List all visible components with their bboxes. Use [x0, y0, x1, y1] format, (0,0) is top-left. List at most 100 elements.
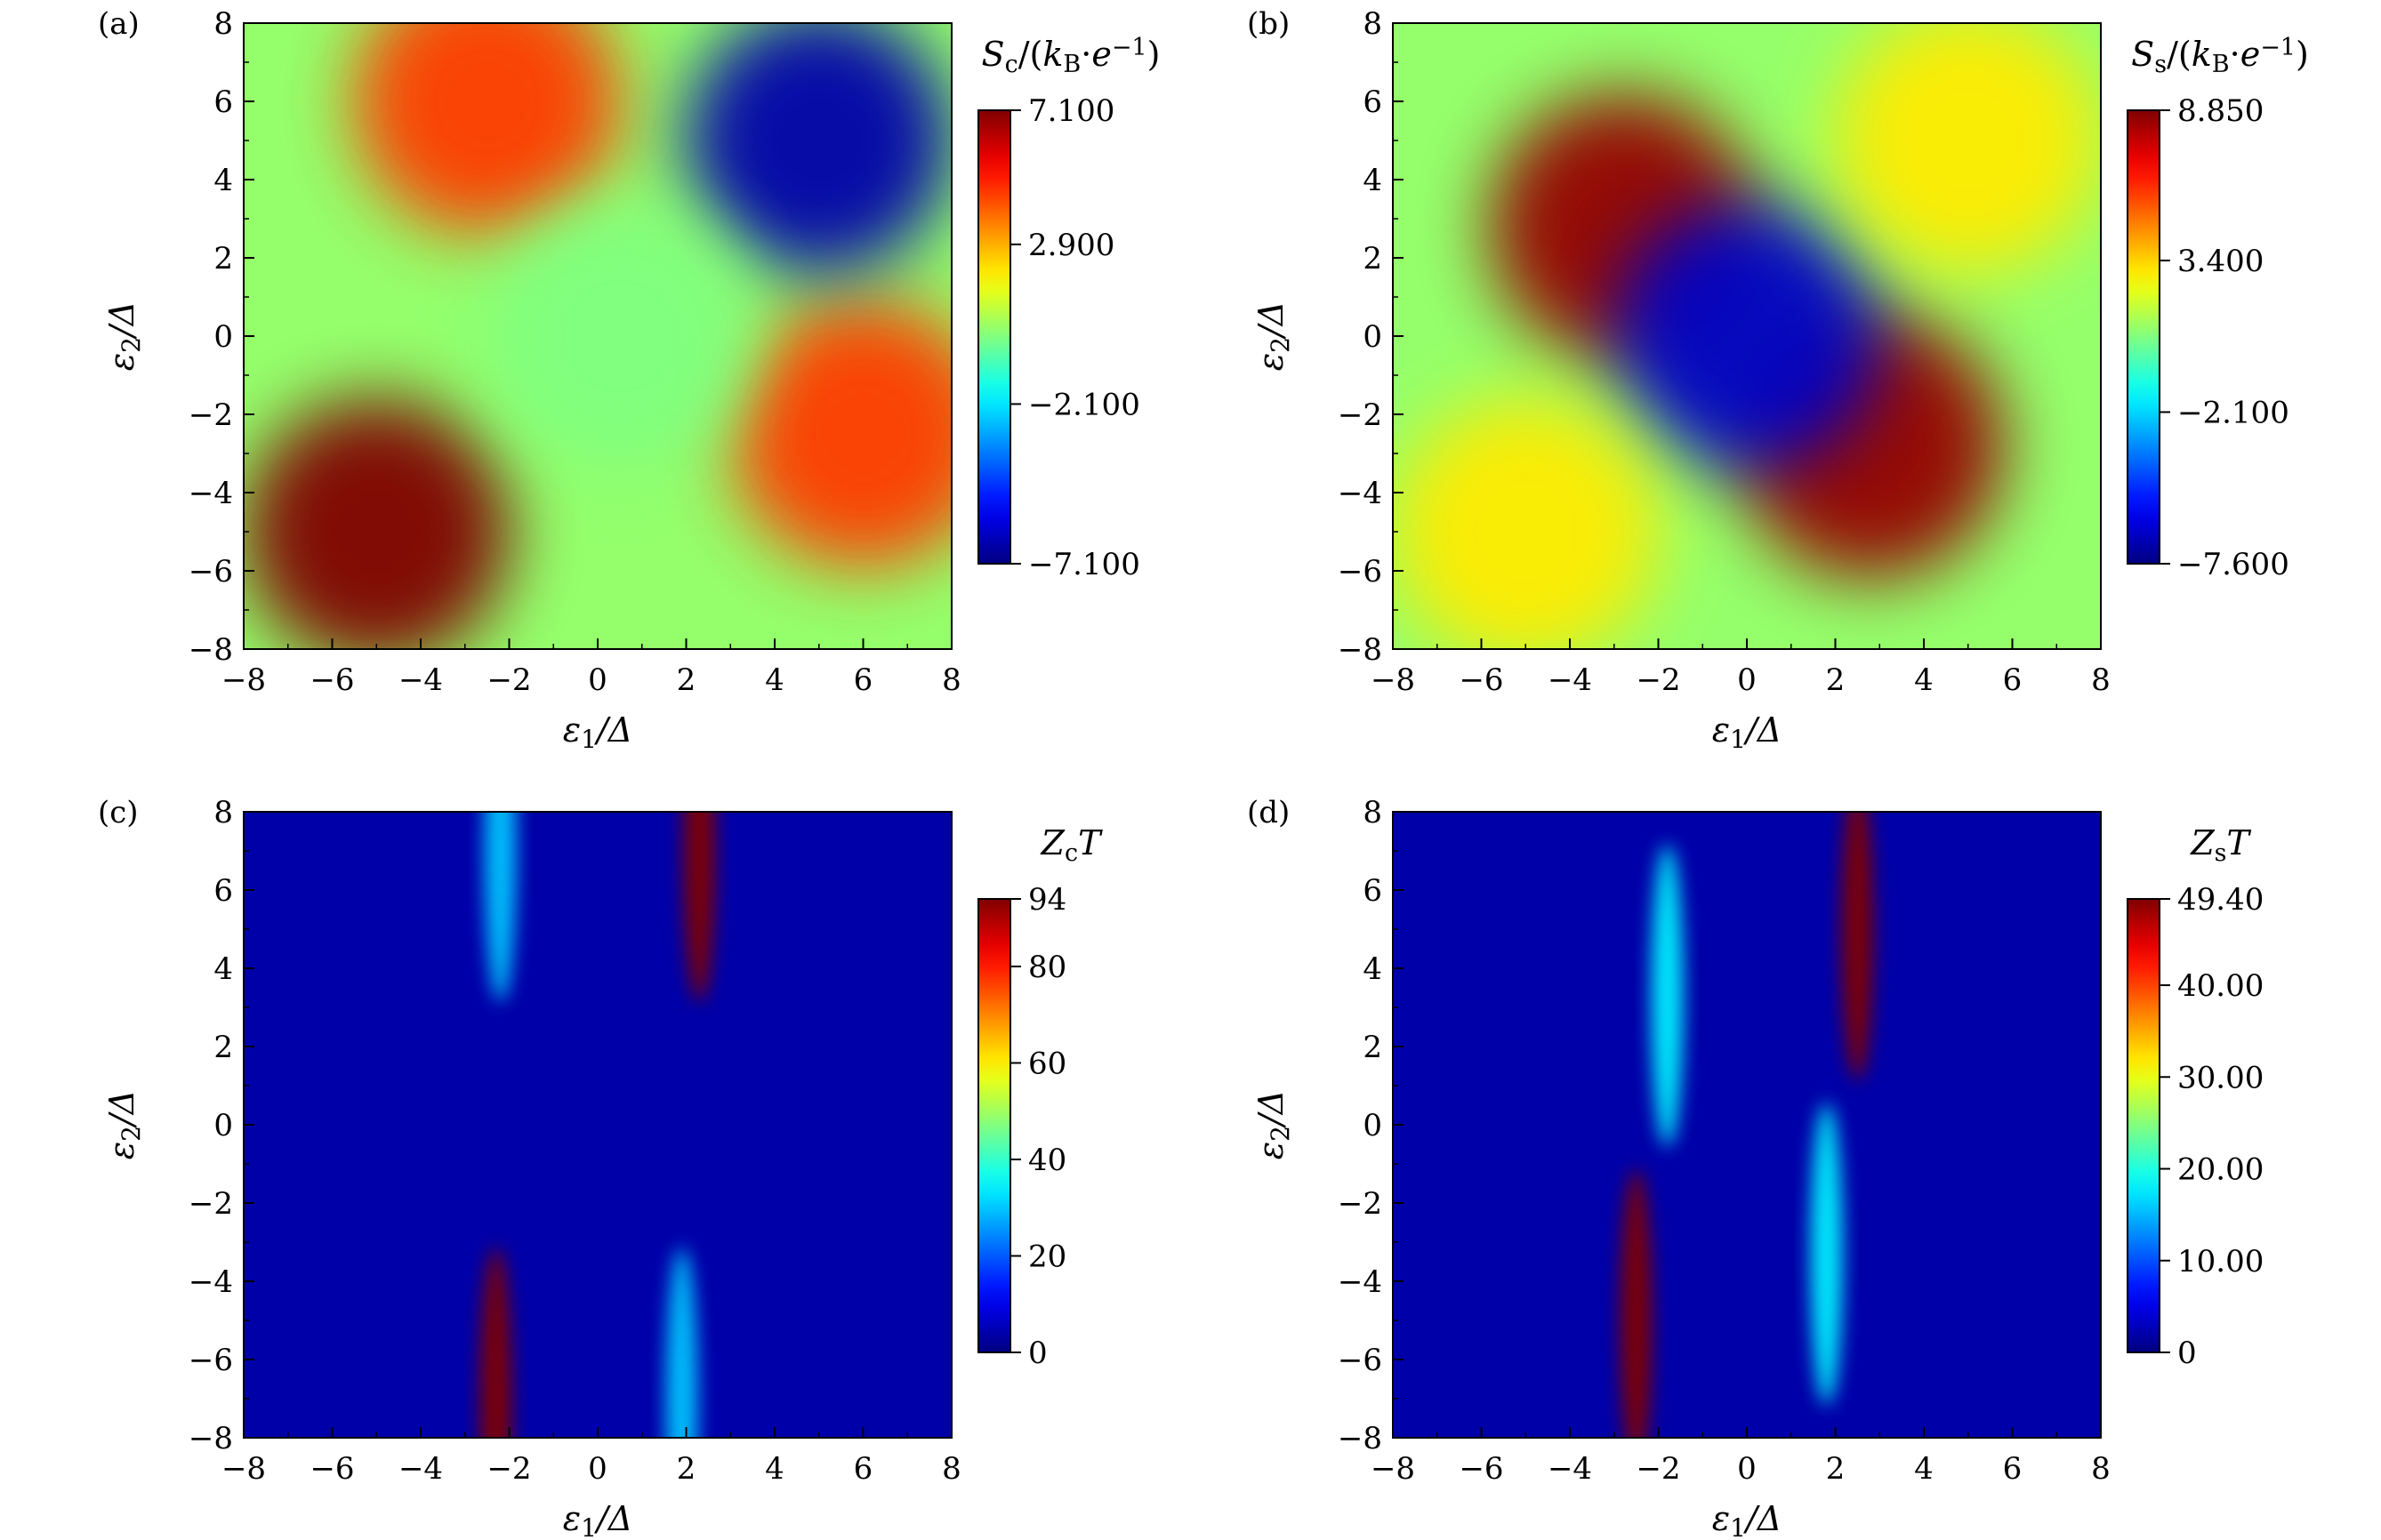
heatmap [244, 812, 952, 1438]
heatmap-feature [685, 23, 952, 274]
x-tick-label: −4 [398, 662, 443, 698]
heatmap-feature [683, 812, 716, 1002]
x-tick-label: 6 [2003, 1451, 2023, 1487]
x-tick-label: −6 [1459, 1451, 1503, 1487]
x-tick-label: 6 [854, 1451, 873, 1487]
x-tick-label: 0 [1737, 1451, 1757, 1487]
x-tick-label: −2 [1636, 662, 1680, 698]
y-tick-label: −6 [189, 554, 233, 590]
x-tick-label: −2 [487, 1451, 531, 1487]
colorbar-tick-label: 10.00 [2177, 1244, 2264, 1279]
colorbar-tick-label: 7.100 [1028, 93, 1114, 129]
x-tick-label: 4 [1914, 1451, 1934, 1487]
x-tick-label: 0 [588, 662, 607, 698]
y-tick-label: 6 [213, 84, 233, 120]
x-tick-label: −4 [398, 1451, 443, 1487]
x-tick-label: −8 [221, 1451, 266, 1487]
y-tick-label: −4 [189, 1264, 233, 1300]
y-tick-label: −6 [1338, 1343, 1382, 1378]
x-tick-label: −8 [1371, 662, 1415, 698]
x-tick-label: 2 [1826, 1451, 1846, 1487]
y-tick-label: 8 [1363, 795, 1382, 830]
x-tick-label: −2 [487, 662, 531, 698]
y-tick-label: 2 [213, 1030, 233, 1065]
colorbar-tick-label: 60 [1028, 1046, 1066, 1081]
y-axis-label: ε2/Δ [102, 301, 146, 371]
heatmap-feature [479, 1247, 512, 1438]
x-tick-label: 8 [2091, 662, 2111, 698]
y-tick-label: −6 [1338, 554, 1382, 590]
colorbar [977, 898, 1011, 1353]
heatmap-feature [1810, 1103, 1843, 1406]
y-tick-label: −8 [1338, 1421, 1382, 1456]
panel-label: (b) [1247, 6, 1290, 42]
heatmap-feature [1613, 203, 1880, 469]
y-tick-label: 6 [1363, 873, 1382, 909]
heatmap-background [1393, 812, 2101, 1438]
colorbar-tick-label: 20 [1028, 1239, 1066, 1274]
x-tick-label: 0 [1737, 662, 1757, 698]
y-tick-label: −4 [1338, 476, 1382, 511]
heatmap-feature [484, 812, 517, 1002]
y-tick-label: 2 [213, 241, 233, 277]
y-tick-label: 2 [1363, 241, 1382, 277]
heatmap-feature [665, 1247, 698, 1438]
y-tick-label: 0 [1363, 1108, 1382, 1143]
x-tick-label: −2 [1636, 1451, 1680, 1487]
heatmap-background [244, 812, 952, 1438]
x-tick-label: −6 [1459, 662, 1503, 698]
panel-d: −8 −6 −4 −2 0 2 4 6 8 −8 −6 −4 −2 0 2 4 6 8 ε1/Δ ε2/Δ (d) 49.… [1247, 795, 2264, 1540]
x-tick-label: −4 [1548, 662, 1592, 698]
x-axis-label: ε1/Δ [1712, 710, 1782, 754]
colorbar [2127, 109, 2160, 565]
y-tick-label: −2 [189, 397, 233, 433]
y-tick-label: 0 [213, 319, 233, 355]
panel-label: (c) [98, 795, 139, 830]
colorbar-tick-label: −2.100 [2177, 395, 2289, 430]
y-tick-label: 8 [213, 6, 233, 42]
heatmap-feature [1651, 844, 1684, 1147]
heatmap-feature [1393, 398, 1660, 649]
x-tick-label: 8 [942, 662, 961, 698]
x-tick-label: 4 [1914, 662, 1934, 698]
y-tick-label: 8 [213, 795, 233, 830]
colorbar-tick-label: −7.100 [1028, 547, 1140, 582]
heatmap-feature [486, 203, 753, 469]
heatmap-feature [353, 23, 621, 235]
y-tick-label: −2 [189, 1186, 233, 1222]
colorbar [2127, 898, 2160, 1353]
x-tick-label: 8 [2091, 1451, 2111, 1487]
colorbar-tick-label: 2.900 [1028, 228, 1114, 263]
colorbar-tick-label: 0 [1028, 1335, 1048, 1371]
colorbar-tick-label: 94 [1028, 882, 1066, 918]
x-tick-label: 2 [1826, 662, 1846, 698]
x-tick-label: 0 [588, 1451, 607, 1487]
colorbar-tick-label: −7.600 [2177, 547, 2289, 582]
x-tick-label: 6 [854, 662, 873, 698]
panel-a: −8 −6 −4 −2 0 2 4 6 8 −8 −6 −4 −2 0 2 4 6 8 ε1/Δ ε2/Δ (a) 7.1… [98, 6, 1160, 754]
x-axis-label: ε1/Δ [1712, 1499, 1782, 1540]
panel-label: (d) [1247, 795, 1290, 830]
y-tick-label: 0 [1363, 319, 1382, 355]
y-axis-label: ε2/Δ [1251, 1090, 1295, 1159]
colorbar [977, 109, 1011, 565]
heatmap-feature [1620, 1169, 1653, 1438]
panel-b: −8 −6 −4 −2 0 2 4 6 8 −8 −6 −4 −2 0 2 4 6 8 ε1/Δ ε2/Δ (b) 8.8… [1247, 6, 2309, 754]
colorbar-title: ZcT [1041, 823, 1104, 867]
y-tick-label: −8 [189, 632, 233, 668]
colorbar-tick-label: 80 [1028, 950, 1066, 985]
y-tick-label: 0 [213, 1108, 233, 1143]
y-tick-label: 6 [213, 873, 233, 909]
colorbar-tick-label: 3.400 [2177, 244, 2264, 279]
x-axis-label: ε1/Δ [563, 710, 632, 754]
x-tick-label: 2 [677, 1451, 696, 1487]
colorbar-tick-label: −2.100 [1028, 387, 1140, 422]
y-tick-label: 6 [1363, 84, 1382, 120]
y-tick-label: 4 [213, 951, 233, 987]
colorbar-title: Ss/(kB·e−1) [2131, 34, 2309, 78]
colorbar-tick-label: 49.40 [2177, 882, 2264, 918]
colorbar-tick-label: 0 [2177, 1335, 2197, 1371]
x-tick-label: 4 [765, 662, 784, 698]
y-tick-label: −2 [1338, 1186, 1382, 1222]
